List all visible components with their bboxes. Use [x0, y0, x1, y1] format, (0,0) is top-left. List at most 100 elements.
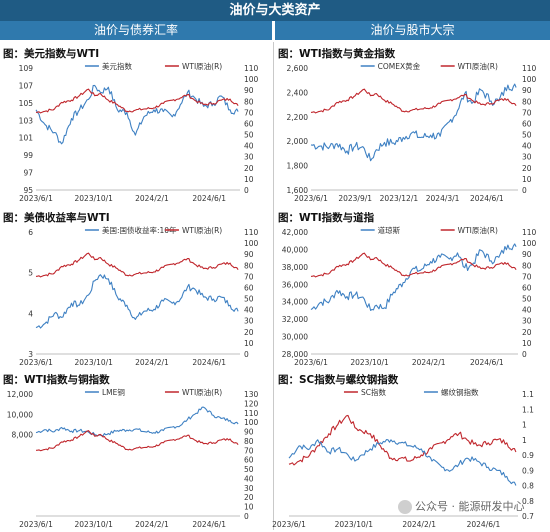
- right-tick-label: 80: [522, 261, 532, 270]
- chart-panel-usd-wti: 图：美元指数与WTI 95 97 99 101 103 105 107 109 0 10 20 30 4…: [0, 46, 272, 206]
- legend-label: 美国:国债收益率:10年: [102, 225, 177, 235]
- left-tick-label: 4: [28, 309, 33, 318]
- series-line-1: [288, 439, 517, 486]
- x-tick-label: 2024/2/1: [412, 358, 446, 367]
- x-tick-label: 2023/10/1: [75, 520, 114, 529]
- right-tick-label: 20: [522, 164, 532, 173]
- x-tick-label: 2024/6/1: [192, 520, 226, 529]
- right-tick-label: 1.1: [522, 390, 534, 399]
- right-tick-label: 0: [522, 350, 527, 359]
- x-tick-label: 2023/10/1: [75, 358, 114, 367]
- x-tick-label: 2024/6/1: [192, 194, 226, 203]
- left-tick-label: 3: [28, 350, 33, 359]
- left-tick-label: 99: [23, 151, 33, 160]
- x-tick-label: 2023/12/1: [380, 194, 419, 203]
- series-line-0: [35, 406, 239, 437]
- series-line-0: [35, 274, 239, 329]
- x-tick-label: 2024/6/1: [470, 358, 504, 367]
- left-tick-label: 101: [19, 134, 34, 143]
- left-tick-label: 34,000: [282, 298, 308, 307]
- left-tick-label: 42,000: [282, 228, 308, 237]
- right-tick-label: 30: [244, 484, 254, 493]
- legend-label: COMEX黄金: [378, 61, 421, 71]
- right-tick-label: 0.8: [522, 497, 534, 506]
- chart-panel-sc-rebar: 图：SC指数与螺纹钢指数 0.7 0.8 0.8 0.9 0.9 1 1 1.1 1.1 2023…: [272, 372, 550, 532]
- chart-title: 图：WTI指数与道指: [278, 212, 375, 224]
- right-section-header: 油价与股市大宗: [275, 21, 550, 40]
- series-line-0: [35, 84, 239, 145]
- page-title: 油价与大类资产: [0, 0, 550, 21]
- right-tick-label: 70: [244, 108, 254, 117]
- series-line-1: [310, 252, 517, 278]
- left-tick-label: 109: [19, 64, 34, 73]
- watermark: 公众号 · 能源研发中心: [398, 498, 525, 514]
- right-tick-label: 60: [244, 119, 254, 128]
- chart-svg: 28,000 30,000 32,000 34,000 36,000 38,000 40,0…: [282, 225, 537, 367]
- left-tick-label: 2,000: [287, 137, 309, 146]
- x-tick-label: 2023/6/1: [19, 520, 53, 529]
- right-tick-label: 10: [522, 339, 532, 348]
- legend-label: 道琼斯: [378, 225, 401, 235]
- chart-title: 图：WTI指数与铜指数: [3, 374, 110, 386]
- legend-label: LME铜: [102, 387, 125, 397]
- right-tick-label: 40: [522, 306, 532, 315]
- left-tick-label: 38,000: [282, 263, 308, 272]
- series-line-0: [310, 243, 517, 311]
- legend-label: WTI原油(R): [458, 61, 498, 71]
- right-tick-label: 20: [244, 164, 254, 173]
- x-tick-label: 2023/6/1: [294, 194, 328, 203]
- left-tick-label: 30,000: [282, 333, 308, 342]
- right-tick-label: 50: [244, 131, 254, 140]
- left-tick-label: 1,800: [287, 162, 309, 171]
- chart-title: 图：SC指数与螺纹钢指数: [278, 374, 399, 386]
- chart-svg: 8,00010,00012,00001020304050607080901001…: [7, 387, 259, 529]
- right-tick-label: 90: [522, 86, 532, 95]
- left-tick-label: 97: [23, 169, 33, 178]
- right-tick-label: 90: [522, 250, 532, 259]
- column-divider: [273, 42, 274, 530]
- right-tick-label: 80: [244, 261, 254, 270]
- right-tick-label: 0.8: [522, 482, 534, 491]
- x-tick-label: 2023/10/1: [350, 358, 389, 367]
- right-tick-label: 50: [522, 131, 532, 140]
- chart-title: 图：WTI指数与黄金指数: [278, 48, 396, 60]
- right-tick-label: 1: [522, 421, 527, 430]
- left-tick-label: 2,400: [287, 88, 309, 97]
- right-tick-label: 40: [244, 474, 254, 483]
- series-line-1: [35, 252, 239, 278]
- legend-label: 美元指数: [102, 61, 132, 71]
- x-tick-label: 2024/2/1: [135, 358, 169, 367]
- right-tick-label: 100: [244, 239, 259, 248]
- right-tick-label: 0.9: [522, 451, 534, 460]
- right-tick-label: 110: [522, 64, 537, 73]
- right-tick-label: 90: [244, 428, 254, 437]
- x-tick-label: 2024/2/1: [135, 194, 169, 203]
- right-tick-label: 110: [522, 228, 537, 237]
- right-tick-label: 20: [244, 328, 254, 337]
- right-tick-label: 10: [522, 175, 532, 184]
- right-tick-label: 50: [244, 295, 254, 304]
- left-tick-label: 1,600: [287, 186, 309, 195]
- left-tick-label: 105: [19, 99, 34, 108]
- left-tick-label: 12,000: [7, 390, 33, 399]
- x-tick-label: 2023/6/1: [19, 194, 53, 203]
- watermark-text: 公众号 · 能源研发中心: [415, 500, 525, 513]
- right-tick-label: 70: [522, 108, 532, 117]
- series-line-1: [310, 88, 517, 114]
- right-tick-label: 100: [522, 239, 537, 248]
- chart-svg: 95 97 99 101 103 105 107 109 0 10 20 30 40 50 60 70 80 90…: [19, 61, 259, 203]
- right-tick-label: 60: [522, 119, 532, 128]
- right-tick-label: 0: [244, 350, 249, 359]
- legend-label: 螺纹钢指数: [441, 387, 479, 397]
- series-line-0: [310, 83, 517, 162]
- right-tick-label: 100: [244, 418, 259, 427]
- x-tick-label: 2024/6/1: [192, 358, 226, 367]
- right-tick-label: 70: [522, 272, 532, 281]
- right-tick-label: 0: [244, 512, 249, 521]
- left-tick-label: 8,000: [12, 431, 34, 440]
- right-tick-label: 10: [244, 503, 254, 512]
- right-tick-label: 60: [244, 283, 254, 292]
- chart-title: 图：美元指数与WTI: [3, 48, 100, 60]
- right-tick-label: 70: [244, 446, 254, 455]
- right-tick-label: 50: [522, 295, 532, 304]
